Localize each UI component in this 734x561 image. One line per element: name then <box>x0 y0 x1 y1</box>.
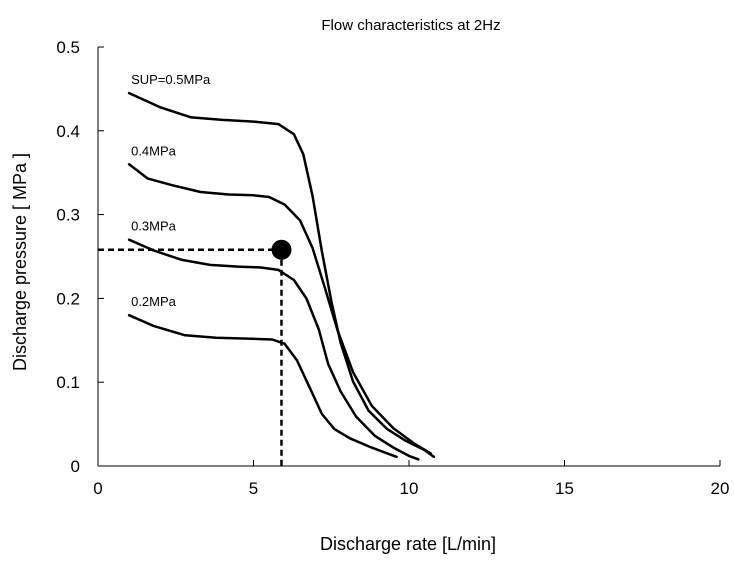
series-line <box>127 163 433 455</box>
x-tick-label: 20 <box>711 479 730 498</box>
x-tick-label: 0 <box>93 479 102 498</box>
operating-point-marker <box>271 239 292 260</box>
series-line <box>127 313 398 459</box>
y-tick-label: 0.5 <box>56 38 80 57</box>
y-tick-label: 0.4 <box>56 122 80 141</box>
x-tick-label: 10 <box>400 479 419 498</box>
y-tick-label: 0.3 <box>56 206 80 225</box>
operating-point-guides <box>98 239 292 466</box>
series-label: 0.4MPa <box>131 143 177 158</box>
series-lines <box>127 91 436 461</box>
series-line <box>127 238 420 461</box>
y-tick-label: 0.2 <box>56 289 80 308</box>
series-line <box>127 91 436 459</box>
y-tick-label: 0 <box>71 457 80 476</box>
series-label: 0.2MPa <box>131 294 177 309</box>
axes: 0 5 10 15 20 0 0.1 0.2 0.3 0.4 0.5 <box>56 38 729 498</box>
x-axis-label: Discharge rate [L/min] <box>320 534 496 554</box>
chart-title: Flow characteristics at 2Hz <box>321 17 500 34</box>
series-label: 0.3MPa <box>131 219 177 234</box>
y-tick-label: 0.1 <box>56 373 80 392</box>
series-labels: SUP=0.5MPa 0.4MPa 0.3MPa 0.2MPa <box>131 72 211 309</box>
x-tick-label: 5 <box>249 479 258 498</box>
series-label: SUP=0.5MPa <box>131 72 211 87</box>
y-axis-label: Discharge pressure [ MPa ] <box>10 153 30 371</box>
x-tick-label: 15 <box>555 479 574 498</box>
